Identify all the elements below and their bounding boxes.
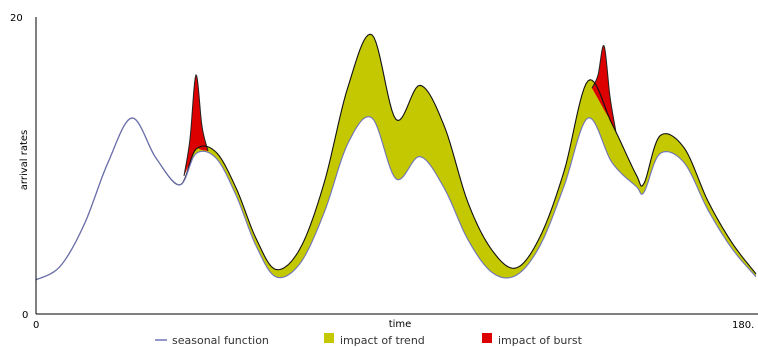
x-tick-label-min: 0: [33, 320, 39, 331]
y-tick-label-max: 20: [10, 13, 23, 24]
legend-item-trend: impact of trend: [324, 333, 425, 347]
y-axis-label: arrival rates: [19, 130, 30, 190]
legend-swatch-burst: [482, 333, 492, 343]
legend-label-burst: impact of burst: [498, 334, 583, 347]
x-tick-label-max: 180.: [732, 320, 754, 331]
chart-areas: [36, 34, 756, 280]
legend-swatch-trend: [324, 333, 334, 343]
burst-area-1: [184, 74, 208, 176]
legend: seasonal function impact of trend impact…: [155, 333, 583, 347]
legend-item-burst: impact of burst: [482, 333, 583, 347]
y-tick-label-min: 0: [22, 310, 28, 321]
chart-lines: [35, 33, 757, 281]
legend-item-seasonal: seasonal function: [155, 334, 269, 347]
x-axis-label: time: [389, 319, 412, 330]
seasonal-function-line: [35, 116, 757, 281]
burst-area-2: [592, 45, 616, 133]
burst-outline-2: [591, 45, 617, 133]
burst-outline-1: [183, 73, 209, 176]
legend-label-seasonal: seasonal function: [172, 334, 269, 347]
trend-area: [36, 34, 756, 280]
legend-label-trend: impact of trend: [340, 334, 425, 347]
